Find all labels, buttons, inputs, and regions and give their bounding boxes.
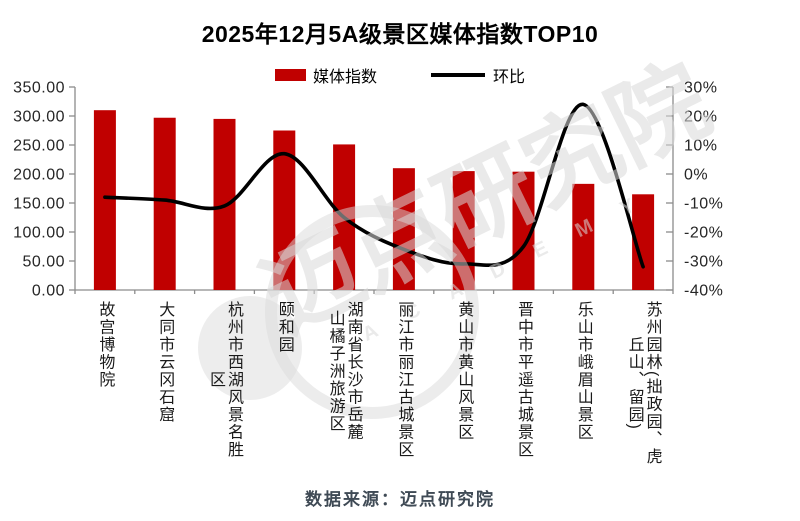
bar-1 bbox=[153, 117, 176, 291]
y-tick-label-right: -10% bbox=[684, 196, 723, 213]
legend-bar-swatch-icon bbox=[274, 69, 306, 81]
legend-item-mom-change: 环比 bbox=[431, 63, 525, 87]
y-tick-label-right: 30% bbox=[684, 80, 718, 97]
legend-bar-label: 媒体指数 bbox=[312, 69, 377, 86]
y-tick-label-right: 0% bbox=[684, 167, 708, 184]
bar-7 bbox=[512, 171, 535, 290]
bar-8 bbox=[572, 183, 595, 290]
y-tick-label-right: -20% bbox=[684, 225, 723, 242]
bar-5 bbox=[392, 168, 415, 290]
trend-line bbox=[103, 102, 645, 269]
bar-9 bbox=[632, 194, 655, 290]
legend-line-swatch-icon bbox=[431, 73, 485, 77]
y-tick-label-left: 100.00 bbox=[13, 225, 65, 242]
y-tick-label-left: 300.00 bbox=[13, 109, 65, 126]
y-tick-label-left: 0.00 bbox=[32, 283, 65, 300]
y-tick-label-left: 250.00 bbox=[13, 138, 65, 155]
y-tick-label-right: 10% bbox=[684, 138, 718, 155]
y-tick-label-right: -30% bbox=[684, 254, 723, 271]
chart-title: 2025年12月5A级景区媒体指数TOP10 bbox=[201, 21, 599, 47]
legend-item-media-index: 媒体指数 bbox=[274, 63, 377, 87]
bar-6 bbox=[452, 171, 475, 290]
data-source: 数据来源：迈点研究院 bbox=[305, 490, 495, 509]
y-tick-label-left: 50.00 bbox=[22, 254, 65, 271]
y-tick-label-right: -40% bbox=[684, 283, 723, 300]
legend: 媒体指数 环比 bbox=[0, 63, 800, 87]
y-tick-label-left: 150.00 bbox=[13, 196, 65, 213]
y-tick-label-left: 200.00 bbox=[13, 167, 65, 184]
y-tick-label-right: 20% bbox=[684, 109, 718, 126]
legend-line-label: 环比 bbox=[493, 69, 526, 86]
y-tick-label-left: 350.00 bbox=[13, 80, 65, 97]
bar-0 bbox=[93, 110, 116, 290]
